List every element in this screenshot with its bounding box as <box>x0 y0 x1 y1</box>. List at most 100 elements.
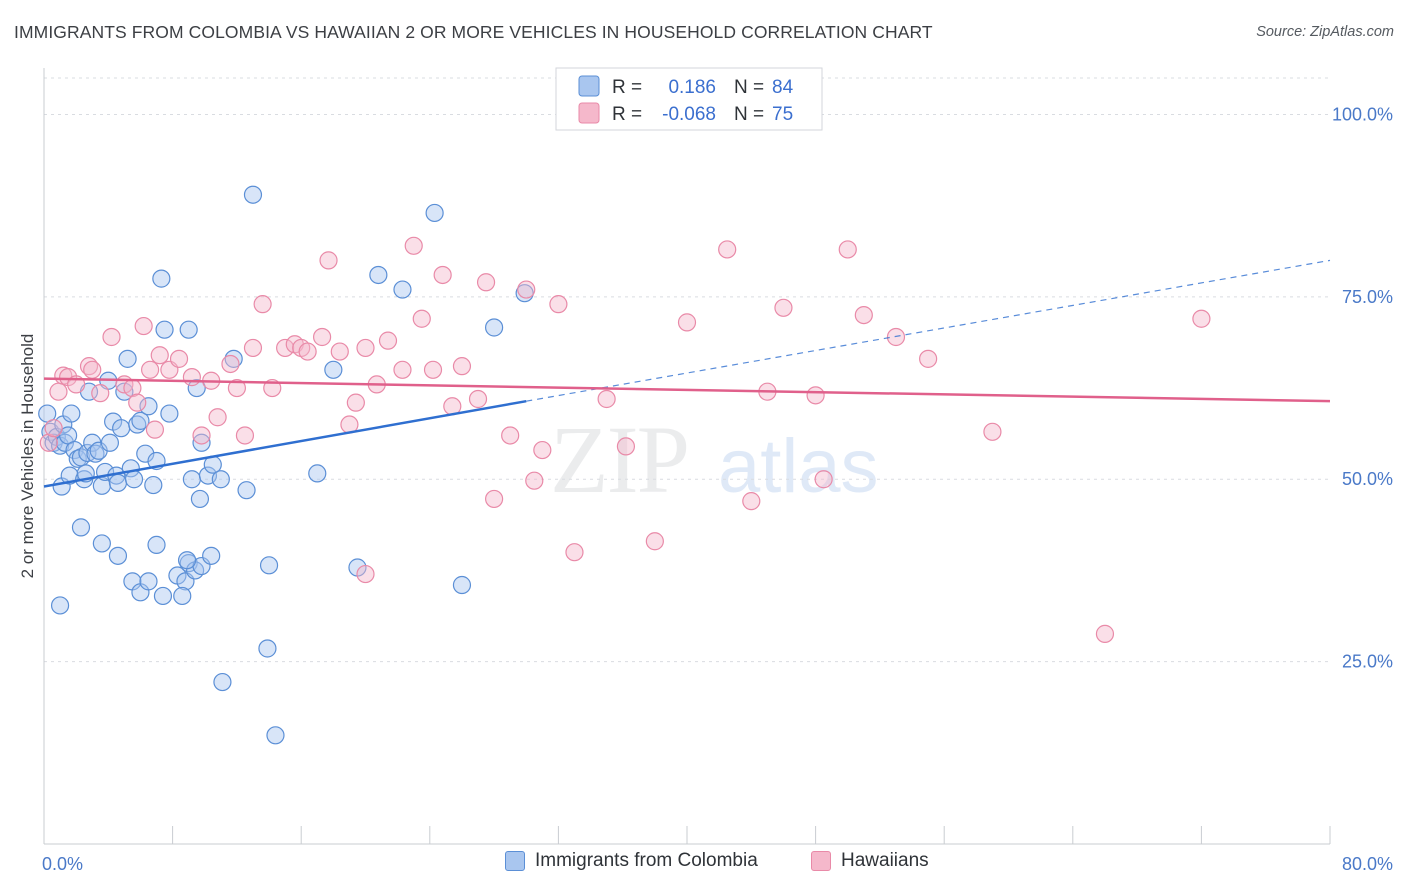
colombia-point-59 <box>50 596 70 615</box>
hawaiians-point-41 <box>393 360 412 379</box>
hawaiians-point-7 <box>83 360 102 379</box>
colombia-point-66 <box>147 535 166 554</box>
hawaiians-point-70 <box>983 422 1002 441</box>
hawaiians-point-49 <box>476 273 496 292</box>
hawaiians-point-15 <box>145 420 165 439</box>
hawaiians-point-37 <box>346 393 365 412</box>
colombia-point-78 <box>266 726 285 745</box>
colombia-point-57 <box>485 318 504 337</box>
x-axis-ticks <box>43 826 1331 844</box>
colombia-point-55 <box>393 280 412 299</box>
hawaiians-point-61 <box>742 492 761 511</box>
colombia-point-43 <box>187 378 206 398</box>
colombia-point-44 <box>182 470 201 489</box>
colombia-point-70 <box>173 586 192 606</box>
colombia-point-75 <box>213 672 232 692</box>
colombia-point-77 <box>258 639 277 658</box>
source-label: Source: ZipAtlas.com <box>1256 24 1394 40</box>
legend-n-label-colombia: N = <box>734 77 764 98</box>
legend-item-hawaiians[interactable]: Hawaiians <box>811 850 929 872</box>
hawaiians-point-53 <box>533 440 552 460</box>
hawaiians-point-27 <box>253 295 272 314</box>
watermark-zip: ZIP <box>550 406 688 513</box>
colombia-point-19 <box>86 444 105 463</box>
hawaiians-point-24 <box>227 378 246 398</box>
colombia-point-74 <box>202 546 221 565</box>
y-tick-label-100: 100.0% <box>1332 104 1393 124</box>
legend-swatch-colombia <box>578 75 600 97</box>
hawaiians-point-55 <box>565 543 584 562</box>
colombia-point-27 <box>108 473 128 492</box>
hawaiians-point-65 <box>814 470 833 489</box>
hawaiians-point-67 <box>854 305 873 325</box>
colombia-point-76 <box>259 556 279 575</box>
hawaiians-point-64 <box>806 386 825 405</box>
legend-item-colombia[interactable]: Immigrants from Colombia <box>505 850 758 872</box>
colombia-point-39 <box>152 269 171 288</box>
colombia-point-9 <box>62 404 81 423</box>
colombia-point-34 <box>131 411 150 430</box>
legend-swatch-hawaiians-bottom <box>811 851 831 871</box>
series-legend: Immigrants from Colombia Hawaiians <box>0 850 1406 880</box>
grid-lines <box>44 77 1330 663</box>
hawaiians-point-14 <box>140 360 160 379</box>
y-tick-label-75: 75.0% <box>1342 287 1393 307</box>
legend-swatch-hawaiians <box>578 102 600 124</box>
hawaiians-point-29 <box>276 338 295 358</box>
legend-n-value-colombia: 84 <box>772 77 794 98</box>
colombia-point-32 <box>124 470 144 489</box>
colombia-point-36 <box>139 397 158 416</box>
colombia-point-41 <box>160 404 179 423</box>
colombia-point-54 <box>369 265 388 285</box>
hawaiians-point-8 <box>91 384 110 403</box>
colombia-point-62 <box>108 546 128 565</box>
trend-colombia-extension <box>526 259 1331 402</box>
colombia-point-56 <box>425 203 444 223</box>
series-colombia-points <box>38 185 534 745</box>
hawaiians-point-69 <box>919 349 938 368</box>
hawaiians-point-66 <box>838 240 857 259</box>
legend-n-value-hawaiians: 75 <box>772 104 793 125</box>
hawaiians-point-43 <box>412 309 431 328</box>
legend-swatch-colombia-bottom <box>505 851 525 871</box>
colombia-point-82 <box>190 489 210 509</box>
trend-colombia <box>43 399 527 488</box>
hawaiians-point-63 <box>774 298 793 317</box>
hawaiians-point-12 <box>128 393 147 412</box>
legend-label-hawaiians: Hawaiians <box>841 850 929 871</box>
hawaiians-point-60 <box>718 240 737 259</box>
hawaiians-point-42 <box>404 236 423 255</box>
hawaiians-point-18 <box>169 349 189 368</box>
hawaiians-point-71 <box>1095 624 1115 643</box>
colombia-point-48 <box>211 470 230 489</box>
hawaiians-point-23 <box>221 354 240 374</box>
colombia-point-65 <box>139 572 158 591</box>
colombia-point-50 <box>237 481 256 500</box>
colombia-point-28 <box>112 419 131 438</box>
colombia-point-49 <box>224 349 243 368</box>
colombia-point-35 <box>136 444 155 463</box>
x-tick-label-max: 80.0% <box>1342 854 1393 874</box>
hawaiians-point-59 <box>677 313 697 332</box>
hawaiians-point-50 <box>501 426 520 445</box>
stats-legend-box <box>555 67 823 131</box>
hawaiians-point-22 <box>208 408 227 427</box>
hawaiians-point-0 <box>39 433 58 452</box>
hawaiians-point-34 <box>319 251 338 270</box>
chart-title: IMMIGRANTS FROM COLOMBIA VS HAWAIIAN 2 O… <box>14 22 933 42</box>
hawaiians-point-58 <box>645 532 664 551</box>
colombia-point-80 <box>452 575 472 595</box>
colombia-point-60 <box>71 518 91 537</box>
hawaiians-point-35 <box>330 342 349 361</box>
legend-r-value-colombia: 0.186 <box>668 77 716 98</box>
stats-legend: R = 0.186 N = 84 R = -0.068 N = 75 <box>555 67 823 131</box>
legend-label-colombia: Immigrants from Colombia <box>535 850 758 871</box>
hawaiians-point-51 <box>517 280 536 299</box>
hawaiians-point-20 <box>192 426 211 445</box>
colombia-point-45 <box>192 433 211 452</box>
hawaiians-point-16 <box>150 346 169 365</box>
colombia-point-37 <box>144 475 163 495</box>
trend-lines <box>43 259 1331 488</box>
x-tick-label-min: 0.0% <box>42 854 83 874</box>
